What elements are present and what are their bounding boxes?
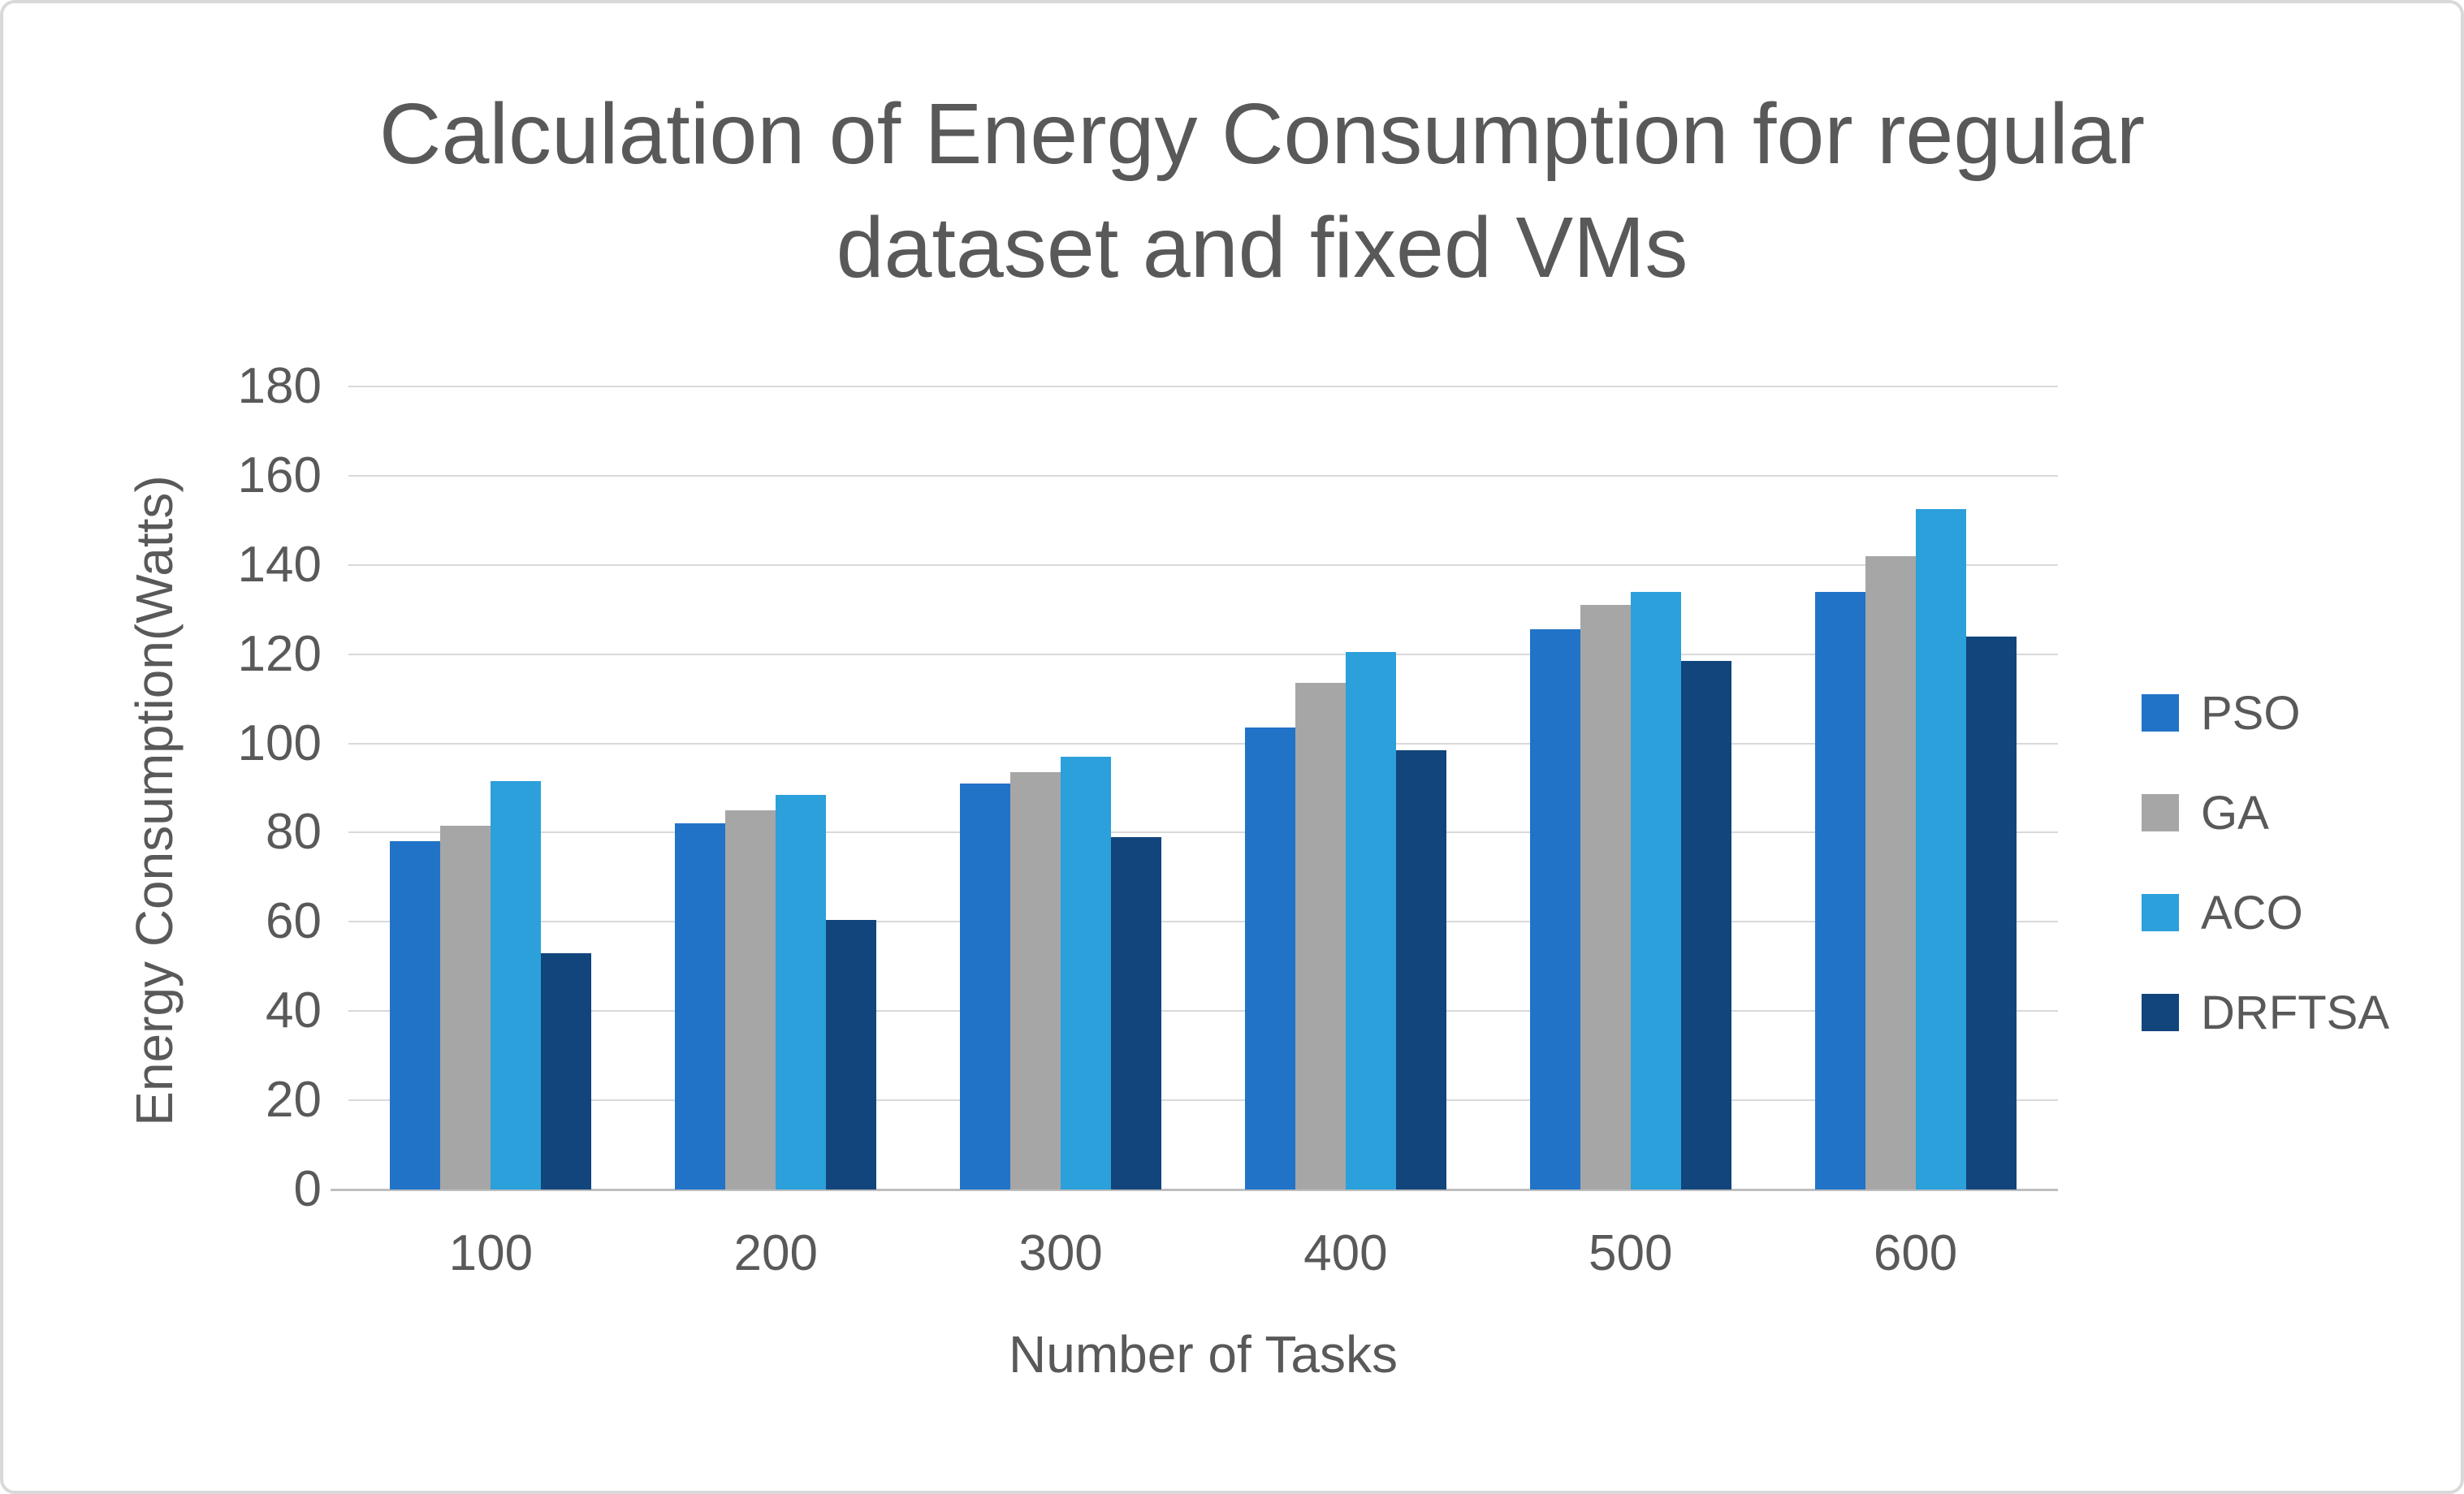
- bar-ACO-600: [1915, 509, 1966, 1190]
- plot-area: [331, 386, 2058, 1191]
- bar-GA-600: [1865, 555, 1916, 1190]
- bar-PSO-500: [1529, 629, 1580, 1190]
- gridline-160: [348, 474, 2058, 477]
- bar-GA-300: [1010, 772, 1061, 1190]
- x-axis-title: Number of Tasks: [1009, 1325, 1398, 1384]
- x-tick-label-500: 500: [1589, 1225, 1673, 1281]
- bar-GA-100: [440, 826, 491, 1190]
- y-tick-label-140: 140: [237, 536, 322, 593]
- bar-GA-500: [1580, 605, 1631, 1190]
- x-tick-label-400: 400: [1303, 1225, 1388, 1281]
- bar-PSO-200: [675, 823, 726, 1190]
- legend-item-ACO: ACO: [2142, 884, 2303, 941]
- legend-label-GA: GA: [2201, 786, 2269, 840]
- y-tick-label-80: 80: [266, 804, 322, 861]
- y-tick-label-40: 40: [266, 982, 322, 1039]
- x-tick-label-100: 100: [448, 1225, 534, 1281]
- legend-label-DRFTSA: DRFTSA: [2201, 986, 2389, 1039]
- x-tick-label-600: 600: [1873, 1225, 1958, 1281]
- gridline-100: [348, 742, 2058, 745]
- legend-label-ACO: ACO: [2201, 886, 2303, 939]
- bar-DRFTSA-300: [1111, 836, 1162, 1190]
- bar-PSO-100: [390, 841, 441, 1190]
- gridline-180: [348, 386, 2058, 387]
- legend-item-GA: GA: [2142, 784, 2269, 841]
- bar-PSO-300: [960, 784, 1011, 1190]
- legend-swatch-ACO: [2142, 894, 2179, 931]
- bar-DRFTSA-400: [1395, 749, 1446, 1190]
- legend-item-DRFTSA: DRFTSA: [2142, 984, 2389, 1041]
- gridline-140: [348, 563, 2058, 566]
- bar-ACO-200: [776, 794, 827, 1190]
- bar-PSO-400: [1244, 728, 1295, 1190]
- bar-GA-400: [1295, 683, 1346, 1190]
- y-tick-label-160: 160: [237, 447, 322, 503]
- bar-DRFTSA-200: [826, 919, 877, 1190]
- chart-title-line-1: Calculation of Energy Consumption for re…: [378, 86, 2146, 182]
- y-tick-label-120: 120: [237, 625, 322, 682]
- legend-swatch-DRFTSA: [2142, 994, 2179, 1031]
- y-tick-label-0: 0: [293, 1161, 322, 1217]
- y-tick-label-20: 20: [266, 1072, 322, 1129]
- bar-ACO-500: [1630, 591, 1681, 1190]
- x-tick-label-200: 200: [733, 1225, 818, 1281]
- bar-ACO-400: [1345, 651, 1396, 1190]
- gridline-120: [348, 653, 2058, 655]
- bar-ACO-300: [1061, 757, 1112, 1190]
- legend-swatch-PSO: [2142, 694, 2179, 732]
- y-tick-label-60: 60: [266, 893, 322, 950]
- bar-PSO-600: [1814, 591, 1865, 1190]
- chart-title: Calculation of Energy Consumption for re…: [328, 78, 2196, 305]
- legend-swatch-GA: [2142, 794, 2179, 831]
- gridline-0: [331, 1189, 2058, 1191]
- gridline-20: [348, 1099, 2058, 1102]
- gridline-60: [348, 921, 2058, 923]
- gridline-80: [348, 831, 2058, 834]
- bar-GA-200: [725, 810, 776, 1190]
- bar-ACO-100: [491, 781, 542, 1190]
- bar-DRFTSA-500: [1680, 660, 1731, 1190]
- y-tick-label-180: 180: [237, 358, 322, 414]
- bar-DRFTSA-100: [541, 952, 592, 1190]
- legend-label-PSO: PSO: [2201, 686, 2301, 740]
- legend-item-PSO: PSO: [2142, 684, 2301, 741]
- x-tick-label-300: 300: [1018, 1225, 1103, 1281]
- bar-DRFTSA-600: [1965, 636, 2017, 1190]
- y-tick-label-100: 100: [237, 715, 322, 771]
- chart-title-line-2: dataset and fixed VMs: [836, 199, 1688, 296]
- gridline-40: [348, 1010, 2058, 1013]
